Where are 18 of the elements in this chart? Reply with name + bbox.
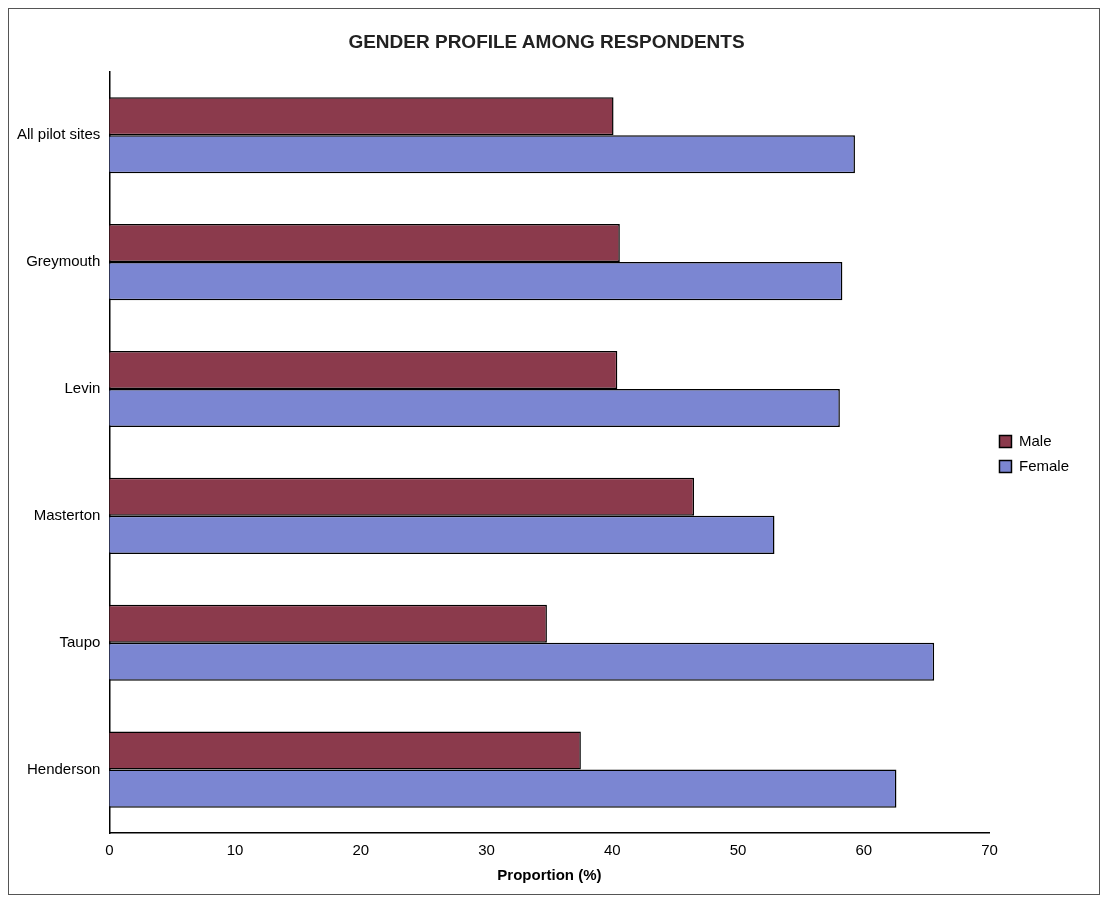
y-tick-label: Henderson (26, 759, 101, 777)
x-tick-label: 60 (855, 841, 873, 859)
x-tick-label: 30 (478, 841, 495, 859)
chart-title: GENDER PROFILE AMONG RESPONDENTS (348, 30, 745, 52)
x-tick-label: 0 (105, 841, 114, 859)
y-tick-label: Taupo (59, 632, 101, 650)
x-tick-label: 20 (352, 841, 370, 859)
x-tick-label: 70 (981, 841, 998, 859)
legend-label: Female (1018, 456, 1070, 474)
x-tick-label: 50 (729, 841, 747, 859)
x-tick-label: 10 (226, 841, 244, 859)
y-tick-label: Greymouth (26, 252, 101, 270)
y-tick-label: Masterton (33, 505, 101, 523)
x-axis-title: Proportion (%) (497, 866, 602, 884)
y-tick-label: Levin (64, 379, 101, 397)
legend-label: Male (1018, 431, 1052, 449)
y-tick-label: All pilot sites (16, 125, 101, 143)
x-tick-label: 40 (603, 841, 621, 859)
